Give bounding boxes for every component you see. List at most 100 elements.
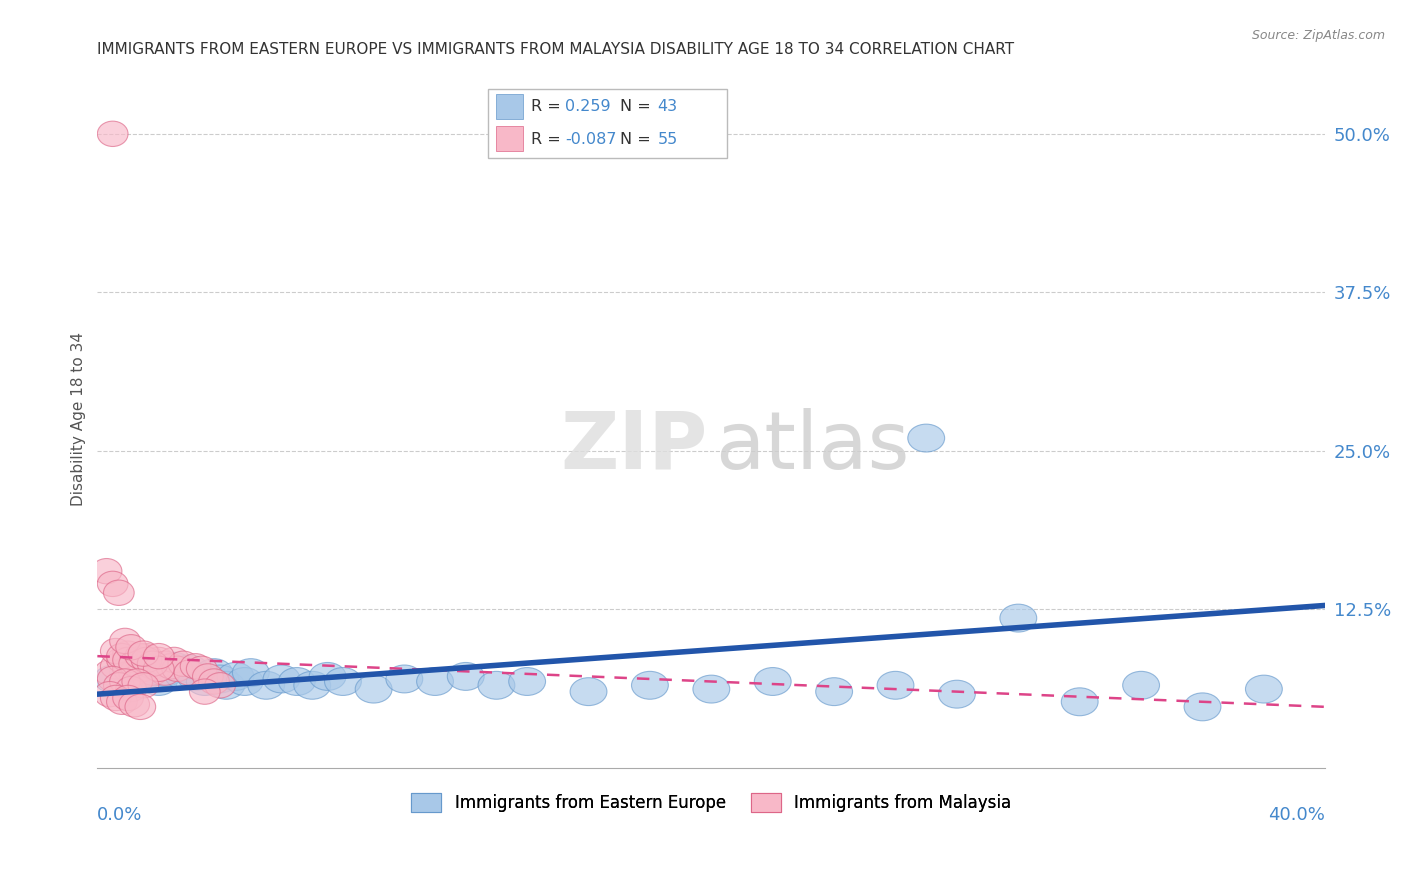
Ellipse shape	[100, 685, 131, 711]
Ellipse shape	[104, 580, 134, 606]
Ellipse shape	[356, 675, 392, 703]
Ellipse shape	[104, 673, 134, 698]
Ellipse shape	[97, 666, 128, 691]
Ellipse shape	[94, 665, 131, 693]
Text: R =: R =	[531, 99, 561, 114]
Ellipse shape	[569, 678, 607, 706]
Text: -0.087: -0.087	[565, 132, 617, 147]
Ellipse shape	[146, 658, 183, 687]
Ellipse shape	[143, 648, 174, 673]
Ellipse shape	[754, 667, 792, 696]
Ellipse shape	[294, 672, 330, 699]
Ellipse shape	[112, 648, 143, 673]
Ellipse shape	[693, 675, 730, 703]
Ellipse shape	[217, 663, 254, 690]
Ellipse shape	[416, 667, 454, 696]
Ellipse shape	[325, 667, 361, 696]
Ellipse shape	[278, 667, 315, 696]
Ellipse shape	[631, 672, 668, 699]
Ellipse shape	[1246, 675, 1282, 703]
Ellipse shape	[107, 690, 138, 714]
Ellipse shape	[94, 660, 125, 685]
Ellipse shape	[120, 651, 149, 676]
Ellipse shape	[208, 672, 245, 699]
Ellipse shape	[128, 673, 159, 698]
Ellipse shape	[1062, 688, 1098, 715]
Ellipse shape	[112, 641, 143, 666]
Ellipse shape	[143, 657, 174, 681]
FancyBboxPatch shape	[488, 89, 727, 158]
Ellipse shape	[91, 558, 122, 584]
Ellipse shape	[97, 121, 128, 146]
Ellipse shape	[107, 648, 138, 673]
Ellipse shape	[120, 691, 149, 717]
Ellipse shape	[385, 665, 423, 693]
Ellipse shape	[167, 651, 198, 676]
Ellipse shape	[128, 641, 159, 666]
Ellipse shape	[134, 655, 172, 682]
Ellipse shape	[141, 667, 177, 696]
Ellipse shape	[172, 655, 208, 682]
Ellipse shape	[447, 663, 484, 690]
Ellipse shape	[1000, 604, 1036, 632]
Ellipse shape	[110, 658, 146, 687]
Ellipse shape	[1122, 672, 1160, 699]
Ellipse shape	[174, 660, 205, 685]
Ellipse shape	[205, 673, 235, 698]
Ellipse shape	[120, 651, 149, 676]
Ellipse shape	[159, 648, 190, 673]
Ellipse shape	[165, 661, 201, 690]
Ellipse shape	[128, 657, 159, 681]
Ellipse shape	[110, 628, 141, 654]
Ellipse shape	[247, 672, 284, 699]
Ellipse shape	[115, 634, 146, 660]
Ellipse shape	[143, 643, 174, 669]
Text: R =: R =	[531, 132, 561, 147]
Ellipse shape	[938, 681, 976, 708]
Ellipse shape	[125, 694, 156, 720]
Ellipse shape	[97, 571, 128, 597]
Text: 0.259: 0.259	[565, 99, 610, 114]
FancyBboxPatch shape	[496, 126, 523, 151]
Ellipse shape	[112, 685, 143, 711]
Legend: Immigrants from Eastern Europe, Immigrants from Malaysia: Immigrants from Eastern Europe, Immigran…	[405, 786, 1018, 819]
Ellipse shape	[112, 657, 143, 681]
Text: atlas: atlas	[716, 408, 910, 486]
FancyBboxPatch shape	[496, 95, 523, 120]
Ellipse shape	[180, 654, 211, 679]
Ellipse shape	[177, 663, 214, 690]
Ellipse shape	[162, 657, 193, 681]
Ellipse shape	[107, 643, 138, 669]
Ellipse shape	[195, 658, 232, 687]
Ellipse shape	[115, 676, 146, 702]
Ellipse shape	[131, 643, 162, 669]
Ellipse shape	[156, 654, 187, 679]
Text: Source: ZipAtlas.com: Source: ZipAtlas.com	[1251, 29, 1385, 42]
Ellipse shape	[263, 665, 299, 693]
Ellipse shape	[122, 669, 153, 694]
Ellipse shape	[877, 672, 914, 699]
Ellipse shape	[125, 643, 156, 669]
Ellipse shape	[156, 652, 193, 681]
Ellipse shape	[138, 654, 167, 679]
Ellipse shape	[908, 424, 945, 452]
Text: 0.0%: 0.0%	[97, 806, 143, 824]
Text: IMMIGRANTS FROM EASTERN EUROPE VS IMMIGRANTS FROM MALAYSIA DISABILITY AGE 18 TO : IMMIGRANTS FROM EASTERN EUROPE VS IMMIGR…	[97, 42, 1015, 57]
Text: N =: N =	[620, 132, 651, 147]
Ellipse shape	[131, 648, 162, 673]
Text: N =: N =	[620, 99, 651, 114]
Ellipse shape	[226, 667, 263, 696]
Ellipse shape	[120, 660, 149, 685]
Ellipse shape	[115, 652, 153, 681]
Text: 55: 55	[657, 132, 678, 147]
Ellipse shape	[143, 657, 174, 681]
Ellipse shape	[309, 663, 346, 690]
Ellipse shape	[1184, 693, 1220, 721]
Text: 43: 43	[657, 99, 678, 114]
Ellipse shape	[187, 667, 224, 696]
Ellipse shape	[138, 660, 167, 685]
Ellipse shape	[478, 672, 515, 699]
Ellipse shape	[149, 651, 180, 676]
Y-axis label: Disability Age 18 to 34: Disability Age 18 to 34	[72, 332, 86, 506]
Ellipse shape	[125, 663, 162, 690]
